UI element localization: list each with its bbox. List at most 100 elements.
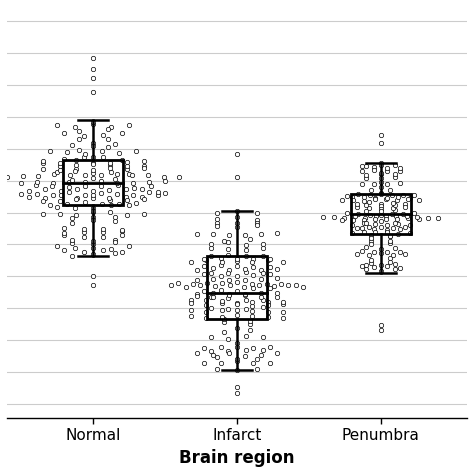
Point — [367, 235, 375, 242]
Point — [248, 281, 255, 288]
Point — [233, 173, 241, 181]
Point — [266, 343, 274, 351]
Point — [377, 161, 384, 168]
Point — [57, 191, 64, 199]
Point — [424, 214, 432, 221]
Point — [182, 283, 190, 291]
Point — [260, 252, 267, 260]
Point — [56, 159, 64, 167]
Point — [393, 216, 401, 223]
Point — [111, 140, 118, 147]
Point — [383, 248, 391, 255]
Point — [61, 246, 68, 254]
Point — [365, 223, 373, 231]
Point — [46, 147, 54, 155]
Point — [248, 308, 256, 315]
Point — [18, 180, 25, 187]
Point — [118, 226, 126, 234]
Point — [98, 189, 105, 197]
Point — [233, 383, 241, 391]
Point — [210, 275, 217, 283]
Point — [194, 231, 201, 238]
Point — [319, 213, 327, 221]
Point — [125, 243, 133, 250]
Point — [140, 162, 147, 170]
Point — [233, 273, 241, 280]
Point — [213, 354, 221, 361]
Point — [54, 168, 61, 175]
Point — [404, 215, 412, 222]
Point — [257, 230, 264, 238]
Point — [90, 250, 97, 257]
Point — [111, 236, 118, 244]
Point — [406, 229, 413, 237]
Point — [396, 264, 404, 272]
Point — [389, 200, 397, 207]
Point — [82, 171, 89, 179]
Point — [367, 256, 375, 264]
Point — [348, 229, 356, 237]
Point — [154, 191, 162, 199]
Point — [383, 262, 391, 270]
Point — [371, 166, 378, 173]
Point — [160, 173, 168, 181]
Point — [394, 193, 402, 201]
Point — [377, 205, 384, 212]
Point — [90, 281, 97, 289]
Point — [81, 182, 89, 190]
Point — [61, 231, 68, 239]
Point — [111, 213, 118, 220]
Point — [82, 179, 89, 186]
Point — [246, 320, 254, 328]
Point — [99, 246, 107, 254]
Point — [207, 347, 214, 355]
Point — [138, 193, 146, 201]
Point — [90, 121, 97, 128]
Point — [377, 202, 384, 210]
Point — [39, 165, 46, 173]
Point — [233, 287, 241, 295]
Point — [18, 191, 25, 198]
Point — [387, 186, 394, 194]
Point — [382, 212, 390, 220]
Point — [99, 131, 107, 138]
Point — [344, 192, 351, 200]
Point — [90, 208, 97, 215]
Point — [113, 191, 121, 198]
Point — [72, 204, 79, 212]
Point — [338, 196, 346, 204]
Point — [241, 265, 249, 273]
Point — [104, 125, 111, 132]
Point — [264, 313, 272, 320]
Point — [49, 191, 57, 199]
Point — [194, 276, 201, 284]
Point — [202, 256, 210, 264]
Point — [54, 121, 61, 129]
Point — [48, 182, 56, 190]
Point — [264, 301, 272, 309]
Point — [140, 157, 147, 164]
Point — [125, 170, 133, 177]
Point — [111, 249, 118, 257]
Point — [90, 241, 97, 248]
Point — [56, 210, 64, 218]
Point — [90, 213, 97, 220]
Point — [140, 210, 147, 218]
Point — [90, 65, 97, 73]
Point — [248, 298, 256, 306]
Point — [73, 156, 80, 164]
Point — [383, 226, 391, 234]
Point — [260, 346, 267, 354]
Point — [217, 272, 224, 280]
Point — [34, 190, 41, 198]
Point — [118, 228, 126, 235]
Point — [68, 252, 75, 259]
Point — [233, 213, 241, 221]
Point — [73, 194, 81, 202]
Point — [213, 365, 221, 373]
Point — [130, 184, 138, 191]
Point — [366, 211, 374, 219]
Point — [233, 219, 241, 227]
Point — [396, 164, 404, 172]
Point — [213, 215, 221, 222]
